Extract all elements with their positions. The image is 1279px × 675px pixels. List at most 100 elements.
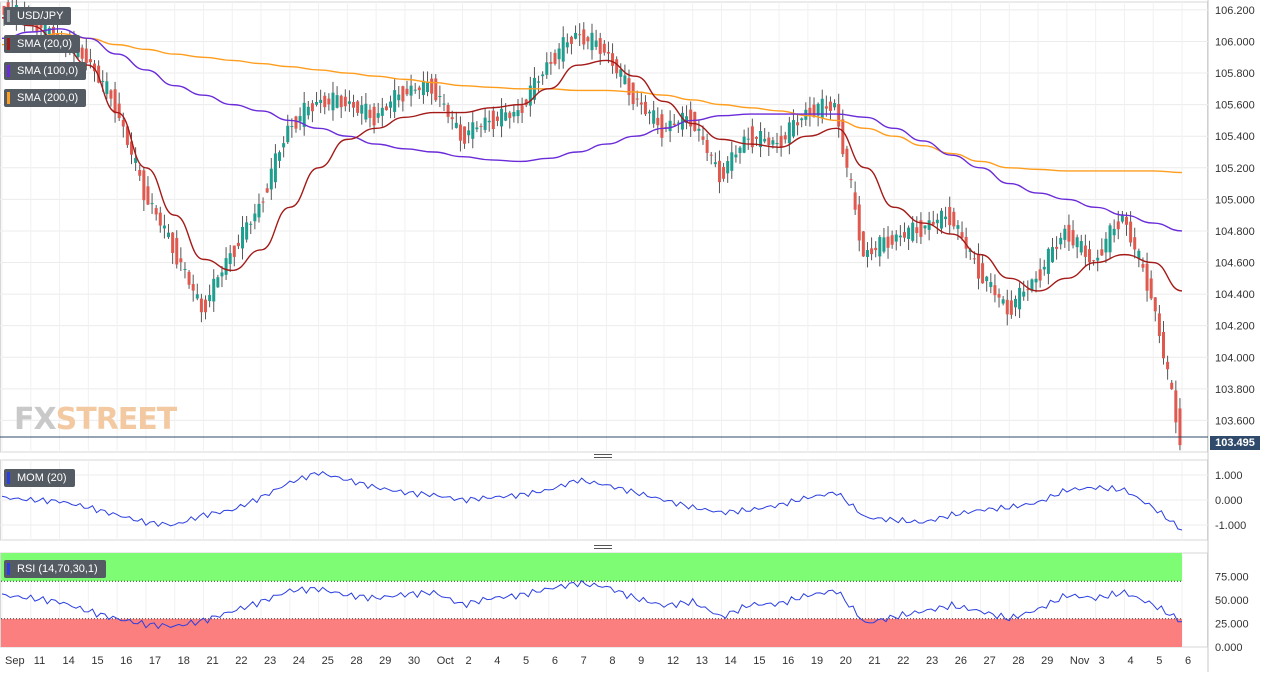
candle-body	[171, 232, 175, 253]
candle-body	[935, 219, 939, 224]
candle-body	[594, 40, 598, 47]
price-tick-label: 106.200	[1215, 5, 1255, 17]
candle-body	[315, 102, 319, 105]
date-tick-label: Sep	[5, 655, 25, 667]
candle-body	[1083, 245, 1087, 257]
candle-body	[874, 247, 878, 251]
date-tick-label: 24	[293, 655, 305, 667]
logo-left: FX	[14, 402, 57, 437]
candle-body	[919, 220, 923, 237]
candle-body	[837, 104, 841, 127]
candle-body	[500, 108, 504, 127]
candle-body	[438, 96, 442, 98]
date-tick-label: 2	[465, 655, 471, 667]
legend-sma20-swatch	[7, 38, 10, 50]
candle-body	[335, 95, 339, 108]
rsi-tick-label: 75.000	[1215, 572, 1249, 584]
candle-body	[602, 43, 606, 53]
candle-body	[167, 232, 171, 238]
legend-pair[interactable]: USD/JPY	[4, 7, 72, 25]
candle-body	[1157, 313, 1161, 337]
candle-body	[557, 48, 561, 60]
candle-body	[88, 59, 92, 63]
candle-body	[446, 105, 450, 117]
date-tick-label: 14	[725, 655, 737, 667]
candle-body	[524, 99, 528, 106]
candle-body	[746, 138, 750, 140]
candle-body	[253, 213, 257, 222]
candle-body	[84, 48, 88, 64]
date-tick-label: 27	[984, 655, 996, 667]
candle-body	[1087, 249, 1091, 263]
candle-body	[364, 103, 368, 120]
candle-body	[619, 69, 623, 77]
legend-sma200[interactable]: SMA (200,0)	[4, 89, 87, 107]
candle-body	[931, 221, 935, 225]
candle-body	[389, 101, 393, 108]
candle-body	[537, 81, 541, 83]
candle-body	[80, 47, 84, 59]
candle-body	[1137, 250, 1141, 259]
candle-body	[849, 179, 853, 181]
candle-body	[261, 201, 265, 203]
candle-body	[828, 101, 832, 111]
candle-body	[1001, 299, 1005, 304]
candle-body	[1141, 264, 1145, 268]
date-tick-label: 6	[552, 655, 558, 667]
candle-body	[43, 19, 47, 37]
candle-body	[886, 236, 890, 248]
candle-body	[109, 90, 113, 99]
candle-body	[845, 148, 849, 168]
candle-body	[561, 37, 565, 62]
date-tick-label: 5	[1156, 655, 1162, 667]
candle-body	[294, 116, 298, 129]
candle-body	[816, 103, 820, 116]
candle-body	[302, 102, 306, 127]
candle-body	[241, 227, 245, 249]
date-tick-label: 28	[1012, 655, 1024, 667]
candle-body	[656, 117, 660, 126]
candle-body	[598, 38, 602, 54]
price-tick-label: 103.800	[1215, 384, 1255, 396]
candle-body	[1026, 289, 1030, 291]
date-tick-label: 5	[523, 655, 529, 667]
candle-body	[1133, 237, 1137, 250]
rsi-tick-label: 50.000	[1215, 595, 1249, 607]
candle-body	[162, 225, 166, 229]
candle-body	[972, 258, 976, 260]
candle-body	[948, 206, 952, 226]
candle-body	[890, 235, 894, 245]
candle-body	[800, 118, 804, 121]
candle-body	[1034, 278, 1038, 283]
candle-body	[952, 211, 956, 227]
legend-rsi-swatch	[7, 563, 10, 575]
candle-body	[870, 248, 874, 255]
candle-body	[278, 152, 282, 161]
candle-body	[183, 268, 187, 270]
candle-body	[442, 103, 446, 105]
legend-mom[interactable]: MOM (20)	[4, 469, 75, 487]
candle-body	[401, 86, 405, 102]
candle-body	[997, 294, 1001, 298]
candle-body	[1129, 221, 1133, 243]
candle-body	[306, 106, 310, 116]
candle-body	[93, 63, 97, 72]
candle-body	[722, 166, 726, 179]
candle-body	[158, 212, 162, 226]
candle-body	[405, 88, 409, 95]
candle-body	[413, 89, 417, 91]
price-tick-label: 105.600	[1215, 100, 1255, 112]
candle-body	[565, 42, 569, 48]
candle-body	[142, 170, 146, 201]
candle-body	[232, 245, 236, 257]
candle-body	[327, 98, 331, 105]
candle-body	[672, 123, 676, 126]
mom-tick-label: 0.000	[1215, 495, 1243, 507]
candle-body	[426, 82, 430, 93]
legend-rsi[interactable]: RSI (14,70,30,1)	[4, 560, 106, 578]
legend-sma20[interactable]: SMA (20,0)	[4, 35, 81, 53]
candle-body	[130, 141, 134, 155]
candle-body	[475, 127, 479, 130]
candle-body	[960, 232, 964, 238]
legend-sma100[interactable]: SMA (100,0)	[4, 62, 87, 80]
